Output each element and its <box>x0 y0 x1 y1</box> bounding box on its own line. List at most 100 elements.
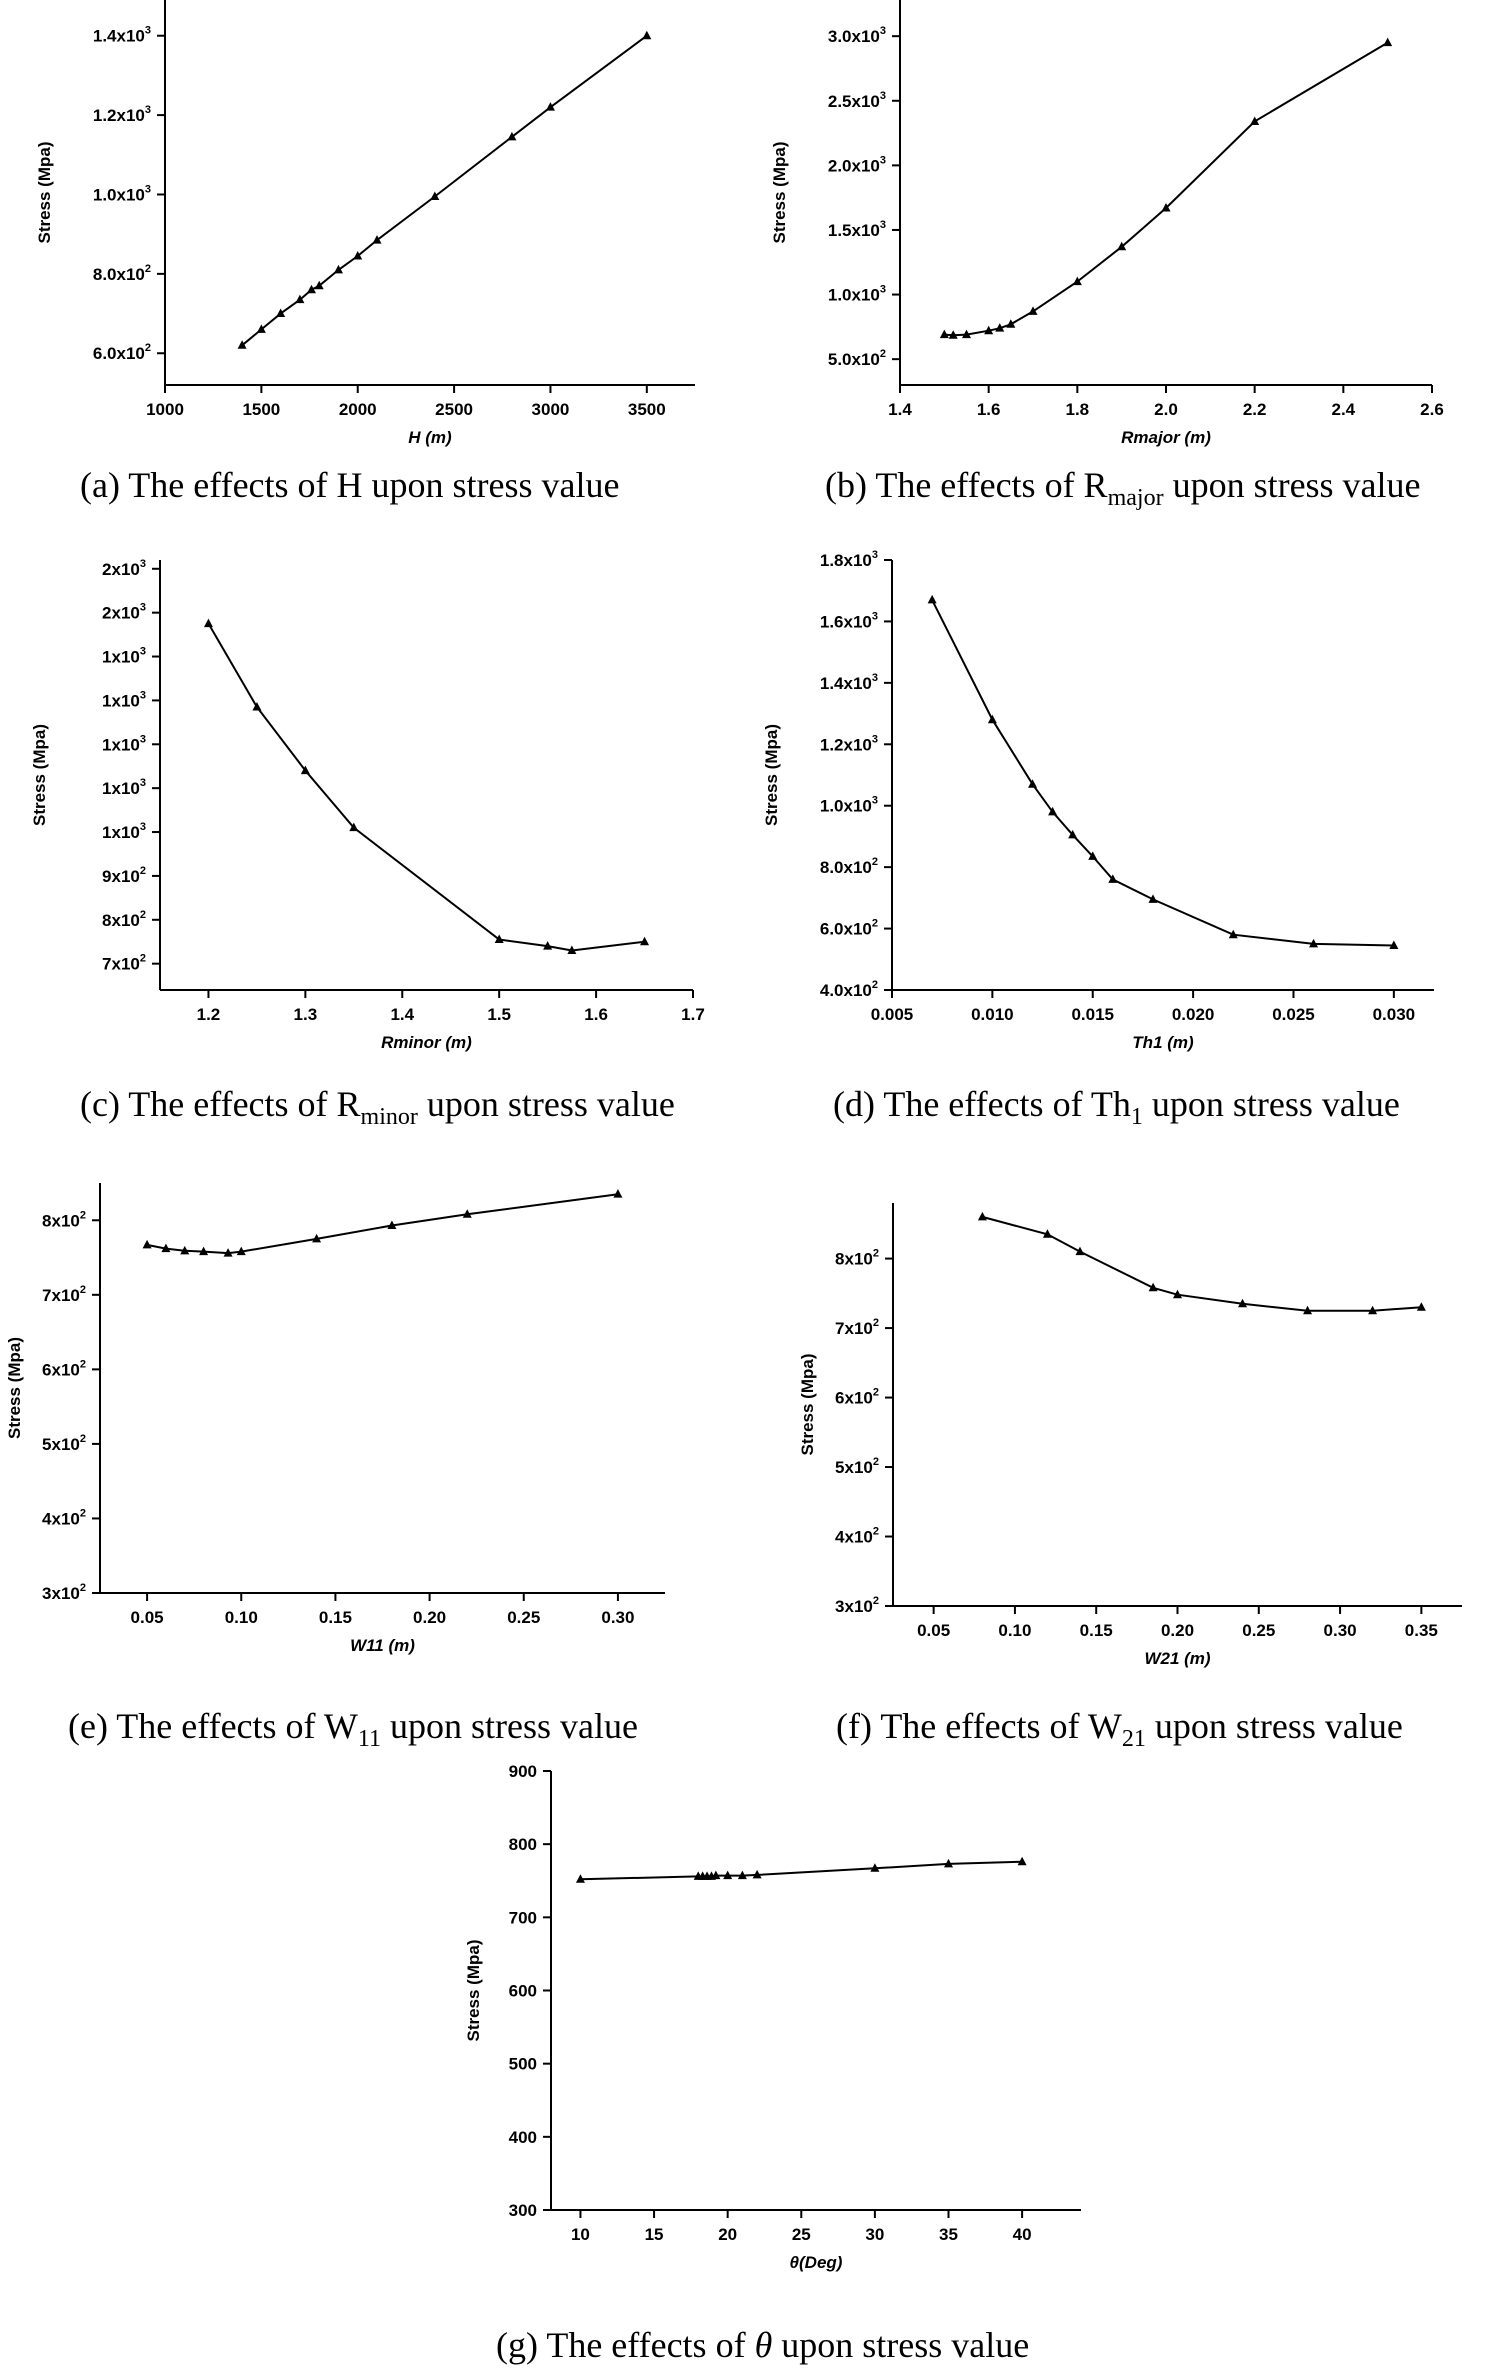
data-point <box>1017 1856 1027 1866</box>
chart-e: 0.05 0.10 0.15 0.20 0.25 0.30 3x102 4x102 5x102 6… <box>5 1183 665 1752</box>
y-tick-label: 4x102 <box>835 1526 879 1547</box>
y-tick-label: 2x103 <box>102 558 146 579</box>
x-axis-label: Rminor (m) <box>381 1033 472 1052</box>
data-point <box>430 191 440 200</box>
caption: (c) The effects of Rminor upon stress va… <box>80 1084 675 1130</box>
data-point <box>1173 1289 1182 1299</box>
data-point <box>161 1243 171 1253</box>
x-tick-label: 2000 <box>339 400 377 419</box>
data-point <box>1148 1282 1158 1292</box>
caption: (a) The effects of H upon stress value <box>80 465 620 505</box>
data-point <box>507 131 517 141</box>
x-axis-label: Th1 (m) <box>1132 1033 1194 1052</box>
data-point <box>237 340 247 349</box>
data-point <box>613 1189 623 1198</box>
y-tick-label: 7x102 <box>102 953 146 974</box>
data-point <box>642 30 652 40</box>
y-tick-label: 800 <box>509 1835 537 1854</box>
x-tick-label: 0.35 <box>1405 1621 1438 1640</box>
x-tick-label: 0.15 <box>319 1608 352 1627</box>
x-axis-label: W21 (m) <box>1144 1649 1210 1668</box>
y-tick-label: 6x102 <box>835 1387 879 1408</box>
x-tick-label: 2500 <box>435 400 473 419</box>
y-tick-label: 1x103 <box>102 646 146 667</box>
x-tick-label: 20 <box>718 2225 737 2244</box>
data-point <box>1416 1302 1426 1311</box>
y-tick-label: 9x102 <box>102 865 146 886</box>
y-tick-label: 1.4x103 <box>820 672 878 693</box>
y-tick-label: 1x103 <box>102 733 146 754</box>
x-tick-label: 1.7 <box>681 1005 705 1024</box>
data-point <box>752 1869 762 1879</box>
data-point <box>948 330 958 339</box>
data-point <box>1028 306 1038 315</box>
x-tick-label: 2.6 <box>1420 400 1444 419</box>
y-tick-label: 4x102 <box>42 1507 86 1528</box>
data-point <box>1028 779 1038 788</box>
x-tick-label: 15 <box>645 2225 664 2244</box>
y-tick-label: 1.6x103 <box>820 610 878 631</box>
y-tick-label: 1.0x103 <box>820 795 878 816</box>
y-tick-label: 1.8x103 <box>820 549 878 570</box>
y-tick-label: 1x103 <box>102 821 146 842</box>
x-tick-label: 0.020 <box>1172 1005 1215 1024</box>
data-point <box>723 1870 733 1880</box>
chart-d: 0.005 0.010 0.015 0.020 0.025 0.030 4.0x102 6.0… <box>762 549 1434 1130</box>
data-point <box>962 329 971 339</box>
data-point <box>314 280 324 290</box>
x-tick-label: 10 <box>571 2225 590 2244</box>
y-tick-label: 8.0x102 <box>820 856 878 877</box>
y-tick-label: 2.5x103 <box>828 90 886 111</box>
y-tick-label: 8x102 <box>835 1248 879 1269</box>
data-point <box>575 1874 585 1883</box>
y-tick-label: 6.0x102 <box>820 918 878 939</box>
data-point <box>295 294 305 304</box>
x-tick-label: 1.6 <box>977 400 1001 419</box>
y-tick-label: 3.0x103 <box>828 25 886 46</box>
data-point <box>1075 1246 1085 1256</box>
x-tick-label: 2.4 <box>1332 400 1356 419</box>
x-tick-label: 25 <box>792 2225 811 2244</box>
y-tick-label: 5x102 <box>42 1433 86 1454</box>
x-tick-label: 1000 <box>146 400 184 419</box>
caption: (g) The effects of θ upon stress value <box>496 2325 1029 2365</box>
data-point <box>1042 1229 1052 1238</box>
x-axis-label: θ(Deg) <box>790 2253 843 2272</box>
data-point <box>1303 1305 1313 1315</box>
data-point <box>494 934 504 944</box>
y-tick-label: 8x102 <box>42 1209 86 1230</box>
data-point <box>300 765 310 775</box>
x-tick-label: 1.5 <box>487 1005 511 1024</box>
data-point <box>333 264 343 274</box>
data-point <box>1072 276 1082 286</box>
data-point <box>387 1220 397 1229</box>
caption: (f) The effects of W21 upon stress value <box>836 1706 1403 1752</box>
data-point <box>944 1858 953 1868</box>
x-tick-label: 1.4 <box>888 400 912 419</box>
y-axis-label: Stress (Mpa) <box>464 1939 483 2041</box>
x-tick-label: 2.0 <box>1154 400 1178 419</box>
caption: (e) The effects of W11 upon stress value <box>68 1706 638 1752</box>
y-tick-label: 3x102 <box>835 1595 879 1616</box>
x-tick-label: 0.15 <box>1080 1621 1113 1640</box>
data-point <box>543 941 553 950</box>
x-tick-label: 1.6 <box>584 1005 608 1024</box>
y-axis-label: Stress (Mpa) <box>762 724 781 826</box>
y-tick-label: 1.5x103 <box>828 219 886 240</box>
y-tick-label: 700 <box>509 1908 537 1927</box>
y-tick-label: 5x102 <box>835 1456 879 1477</box>
y-tick-label: 500 <box>509 2055 537 2074</box>
data-point <box>870 1863 880 1872</box>
x-tick-label: 0.20 <box>413 1608 446 1627</box>
caption: (d) The effects of Th1 upon stress value <box>833 1084 1400 1130</box>
y-tick-label: 6.0x102 <box>93 342 151 363</box>
y-tick-label: 8.0x102 <box>93 263 151 284</box>
x-tick-label: 35 <box>939 2225 958 2244</box>
series-line <box>944 41 1389 337</box>
data-point <box>312 1233 322 1243</box>
y-axis-label: Stress (Mpa) <box>798 1353 817 1455</box>
data-point <box>199 1246 209 1256</box>
y-tick-label: 1.0x103 <box>828 284 886 305</box>
data-point <box>256 324 266 333</box>
